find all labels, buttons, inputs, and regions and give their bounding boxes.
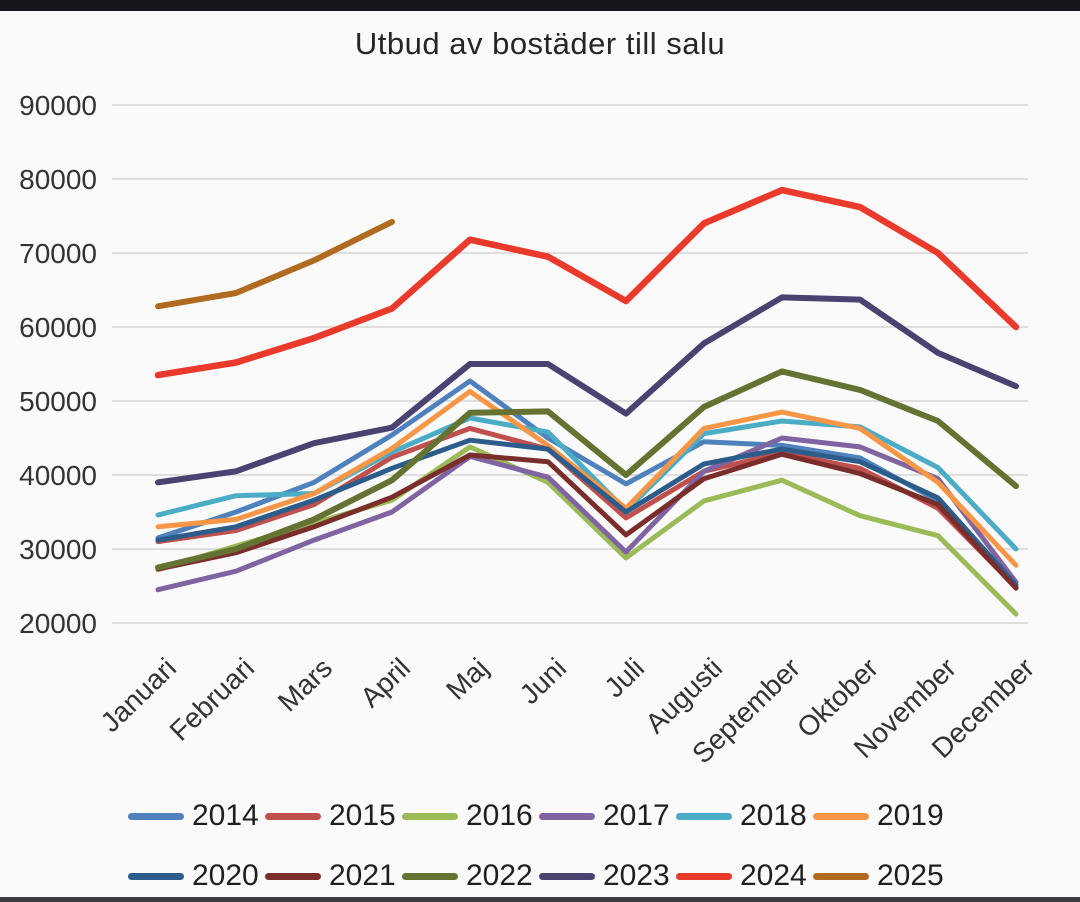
x-axis-label-februari: Februari xyxy=(164,652,261,747)
series-line-2019 xyxy=(155,388,1019,568)
y-axis-tick-40000: 40000 xyxy=(19,460,97,491)
legend-swatch-2024 xyxy=(676,872,732,880)
legend-swatch-2015 xyxy=(265,812,321,820)
legend-swatch-2025 xyxy=(813,872,869,880)
legend-item-2016: 2016 xyxy=(402,799,539,833)
legend-swatch-2019 xyxy=(813,812,869,820)
legend-label-2015: 2015 xyxy=(329,799,396,832)
legend-row-2: 2020 2021 2022 2023 2024 2025 xyxy=(128,846,950,902)
legend-item-2019: 2019 xyxy=(813,799,950,833)
legend-label-2025: 2025 xyxy=(877,859,944,892)
y-axis-tick-30000: 30000 xyxy=(19,534,97,565)
legend-item-2023: 2023 xyxy=(539,859,676,893)
legend-label-2024: 2024 xyxy=(740,859,807,892)
window-top-bar xyxy=(0,0,1080,11)
y-axis-tick-90000: 90000 xyxy=(19,90,97,121)
legend-item-2024: 2024 xyxy=(676,859,813,893)
legend-label-2021: 2021 xyxy=(329,859,396,892)
window-bottom-bar xyxy=(0,897,1080,902)
legend-item-2017: 2017 xyxy=(539,799,676,833)
legend-label-2016: 2016 xyxy=(466,799,533,832)
legend-item-2022: 2022 xyxy=(402,859,539,893)
legend-label-2020: 2020 xyxy=(192,859,259,892)
line-chart-plot: 20000 30000 40000 50000 60000 70000 80000 90000… xyxy=(19,90,1040,769)
legend-item-2025: 2025 xyxy=(813,859,950,893)
legend-swatch-2016 xyxy=(402,812,458,820)
legend-row-1: 2014 2015 2016 2017 2018 2019 xyxy=(128,786,950,846)
series-line-2025 xyxy=(155,218,395,310)
chart-title: Utbud av bostäder till salu xyxy=(354,26,726,61)
y-axis-tick-60000: 60000 xyxy=(19,312,97,343)
series-line-2022 xyxy=(155,368,1019,571)
x-axis-label-juni: Juni xyxy=(514,652,572,710)
series-line-2024 xyxy=(154,186,1020,379)
legend-item-2020: 2020 xyxy=(128,859,265,893)
x-axis-label-maj: Maj xyxy=(440,652,494,706)
legend-label-2022: 2022 xyxy=(466,859,533,892)
legend-label-2019: 2019 xyxy=(877,799,944,832)
legend-item-2014: 2014 xyxy=(128,799,265,833)
x-axis-label-juli: Juli xyxy=(598,652,650,703)
legend-swatch-2014 xyxy=(128,812,184,820)
legend-item-2018: 2018 xyxy=(676,799,813,833)
legend-label-2023: 2023 xyxy=(603,859,670,892)
y-axis-tick-20000: 20000 xyxy=(19,608,97,639)
series-line-2020 xyxy=(155,437,1019,588)
legend-swatch-2022 xyxy=(402,872,458,880)
legend-item-2021: 2021 xyxy=(265,859,402,893)
series-line-2017 xyxy=(155,435,1019,593)
legend-swatch-2020 xyxy=(128,872,184,880)
legend-item-2015: 2015 xyxy=(265,799,402,833)
x-axis-label-mars: Mars xyxy=(272,652,338,718)
y-axis-tick-50000: 50000 xyxy=(19,386,97,417)
legend-label-2018: 2018 xyxy=(740,799,807,832)
y-axis-tick-80000: 80000 xyxy=(19,164,97,195)
series-line-2021 xyxy=(155,451,1019,591)
legend-swatch-2018 xyxy=(676,812,732,820)
legend-swatch-2021 xyxy=(265,872,321,880)
legend-swatch-2017 xyxy=(539,812,595,820)
x-axis-label-april: April xyxy=(354,652,416,713)
series-line-2018 xyxy=(155,415,1019,552)
legend-label-2014: 2014 xyxy=(192,799,259,832)
legend-label-2017: 2017 xyxy=(603,799,670,832)
series-line-2023 xyxy=(155,294,1019,486)
chart-legend: 2014 2015 2016 2017 2018 2019 2020 2021 2022 2023… xyxy=(128,786,950,902)
legend-swatch-2023 xyxy=(539,872,595,880)
y-axis-tick-70000: 70000 xyxy=(19,238,97,269)
